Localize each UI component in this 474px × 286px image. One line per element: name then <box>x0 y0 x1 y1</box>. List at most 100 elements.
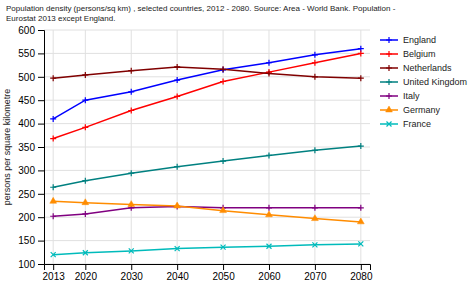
tick-label: 2070 <box>304 271 327 282</box>
tick: 2080 <box>350 264 373 282</box>
tick: 2060 <box>258 264 281 282</box>
tick: 2070 <box>304 264 327 282</box>
series-line <box>53 146 361 187</box>
legend-item: Germany <box>380 105 441 115</box>
legend-label: Netherlands <box>403 63 452 73</box>
point-marker <box>129 248 134 253</box>
point-marker <box>220 67 226 73</box>
point-marker <box>82 97 88 103</box>
axis-line <box>45 265 371 271</box>
tick-mark <box>85 264 86 270</box>
point-marker <box>312 74 318 80</box>
legend-item: Belgium <box>380 49 436 59</box>
point-marker <box>82 72 88 78</box>
point-marker <box>175 246 180 251</box>
legend-marker <box>386 79 392 85</box>
tick-mark <box>38 147 44 148</box>
point-marker <box>50 184 56 190</box>
point-marker <box>174 164 180 170</box>
legend: EnglandBelgiumNetherlandsUnited KingdomI… <box>380 35 467 129</box>
point-marker <box>312 205 318 211</box>
tick-mark <box>131 264 132 270</box>
tick-mark <box>177 264 178 270</box>
point-marker <box>266 71 272 77</box>
legend-label: England <box>403 35 436 45</box>
point-marker <box>128 68 134 74</box>
tick-label: 550 <box>18 48 35 59</box>
point-marker <box>128 89 134 95</box>
tick-label: 2050 <box>212 271 235 282</box>
tick: 150 <box>18 235 44 246</box>
grid <box>44 30 370 264</box>
point-marker <box>266 211 273 217</box>
point-marker <box>128 107 134 113</box>
grid-line <box>44 170 370 171</box>
tick-label: 600 <box>18 25 35 36</box>
series-line <box>53 201 361 222</box>
legend-item: France <box>380 119 431 129</box>
tick-label: 200 <box>18 212 35 223</box>
point-marker <box>220 78 226 84</box>
tick-label: 2080 <box>350 271 373 282</box>
tick-label: 150 <box>18 235 35 246</box>
tick: 300 <box>18 165 44 176</box>
point-marker <box>358 143 364 149</box>
point-marker <box>358 241 363 246</box>
point-marker <box>266 152 272 158</box>
grid-line <box>44 30 370 31</box>
axis-line <box>38 31 45 265</box>
grid-line <box>44 240 370 241</box>
tick-mark <box>38 30 44 31</box>
tick: 350 <box>18 142 44 153</box>
point-marker <box>50 213 56 219</box>
legend-marker <box>386 51 392 57</box>
tick: 2050 <box>212 264 235 282</box>
tick: 2020 <box>75 264 98 282</box>
legend-label: Germany <box>403 105 441 115</box>
tick-label: 400 <box>18 118 35 129</box>
legend-marker <box>386 93 392 99</box>
grid-line <box>44 147 370 148</box>
tick-mark <box>269 264 270 270</box>
tick-mark <box>53 264 54 270</box>
grid-line <box>131 30 132 264</box>
legend-marker <box>387 122 392 127</box>
point-marker <box>312 60 318 66</box>
tick-mark <box>38 194 44 195</box>
tick: 600 <box>18 25 44 36</box>
legend-marker <box>386 37 392 43</box>
point-marker <box>82 178 88 184</box>
tick-label: 350 <box>18 142 35 153</box>
legend-marker <box>386 106 393 112</box>
point-marker <box>220 158 226 164</box>
point-marker <box>50 116 56 122</box>
tick-mark <box>38 53 44 54</box>
point-marker <box>174 93 180 99</box>
point-marker <box>50 75 56 81</box>
point-marker <box>174 77 180 83</box>
point-marker <box>266 60 272 66</box>
legend-item: United Kingdom <box>380 77 467 87</box>
tick: 250 <box>18 189 44 200</box>
point-marker <box>312 147 318 153</box>
point-marker <box>50 136 56 142</box>
tick-mark <box>361 264 362 270</box>
tick-mark <box>38 217 44 218</box>
point-marker <box>82 124 88 130</box>
tick: 2013 <box>43 264 66 282</box>
point-marker <box>358 75 364 81</box>
tick-mark <box>315 264 316 270</box>
legend-item: England <box>380 35 436 45</box>
tick-mark <box>38 124 44 125</box>
marks <box>50 46 364 257</box>
legend-marker <box>386 65 392 71</box>
point-marker <box>83 250 88 255</box>
x-axis: 20132020203020402050206020702080 <box>43 264 373 282</box>
grid-line <box>85 30 86 264</box>
tick-label: 500 <box>18 72 35 83</box>
tick-label: 2020 <box>75 271 98 282</box>
point-marker <box>358 205 364 211</box>
point-marker <box>51 252 56 257</box>
series-line <box>53 53 361 138</box>
tick-label: 250 <box>18 189 35 200</box>
